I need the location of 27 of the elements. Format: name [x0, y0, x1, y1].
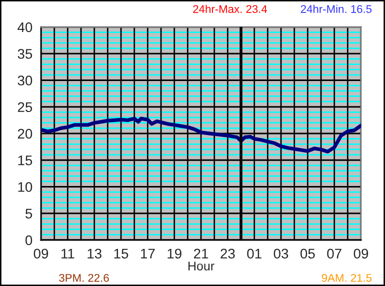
- x-tick-label: 13: [88, 248, 102, 259]
- x-tick-label: 01: [247, 248, 262, 259]
- x-tick-label: 21: [194, 248, 208, 258]
- text: 24hr-Min. 16.5: [300, 4, 372, 13]
- y-tick-label: 40: [18, 22, 32, 32]
- y-tick-label: 5: [26, 208, 32, 219]
- x-tick-label: 17: [141, 248, 155, 258]
- x-tick-label: 15: [114, 248, 128, 259]
- y-tick-label: 25: [18, 102, 32, 112]
- y-tick-label: 0: [25, 235, 32, 246]
- x-tick-label: 11: [62, 248, 74, 258]
- y-tick-label: 35: [18, 48, 32, 59]
- text: 24hr-Max. 23.4: [193, 4, 268, 13]
- x-tick-label: 23: [220, 248, 235, 259]
- text: 9AM. 21.5: [322, 274, 372, 282]
- y-tick-label: 20: [18, 128, 32, 139]
- x-tick-label: 19: [168, 248, 182, 259]
- y-tick-label: 10: [18, 182, 32, 192]
- x-axis-title: Hour: [188, 262, 214, 270]
- x-tick-label: 07: [327, 248, 342, 259]
- y-tick-label: 30: [18, 76, 32, 86]
- x-tick-label: 09: [354, 248, 368, 259]
- x-tick-label: 09: [34, 248, 48, 259]
- text: 3PM. 22.6: [59, 274, 109, 282]
- y-tick-label: 15: [18, 156, 32, 166]
- x-tick-label: 03: [274, 248, 288, 259]
- x-tick-label: 05: [300, 248, 315, 259]
